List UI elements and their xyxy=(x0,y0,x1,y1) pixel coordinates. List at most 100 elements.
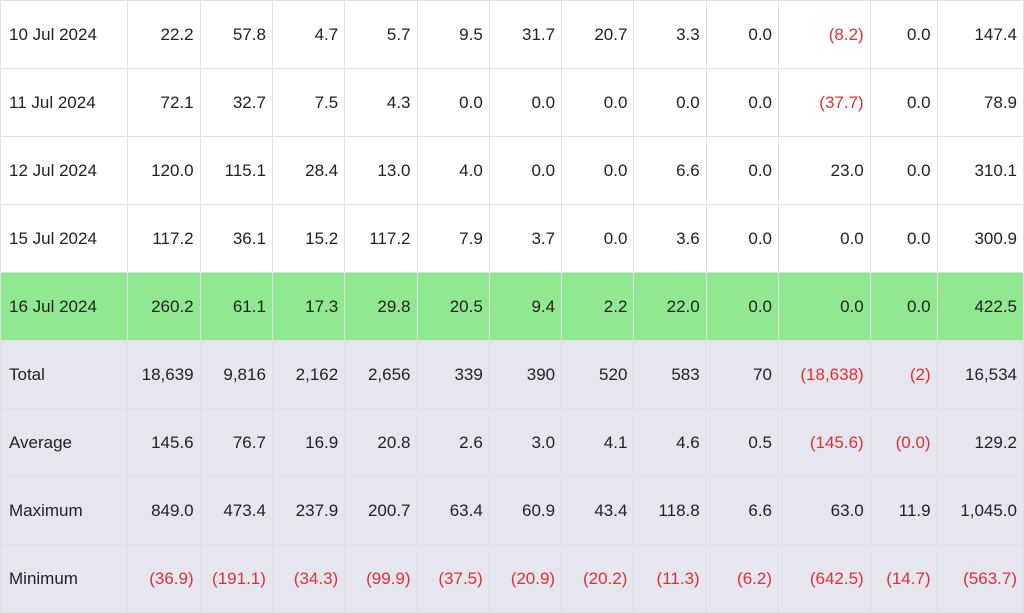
data-cell: 0.0 xyxy=(489,137,561,205)
data-cell: 0.0 xyxy=(562,69,634,137)
data-cell: 72.1 xyxy=(128,69,200,137)
data-cell: 63.4 xyxy=(417,477,489,545)
data-cell: (34.3) xyxy=(272,545,344,613)
data-cell: 0.0 xyxy=(562,205,634,273)
data-cell: 4.0 xyxy=(417,137,489,205)
data-cell: 7.9 xyxy=(417,205,489,273)
data-cell: 20.7 xyxy=(562,1,634,69)
data-cell: (18,638) xyxy=(779,341,871,409)
data-cell: 422.5 xyxy=(937,273,1023,341)
data-cell: 78.9 xyxy=(937,69,1023,137)
data-cell: 115.1 xyxy=(200,137,272,205)
data-cell: (191.1) xyxy=(200,545,272,613)
data-cell: 11.9 xyxy=(870,477,937,545)
data-cell: 3.6 xyxy=(634,205,706,273)
data-cell: 0.0 xyxy=(489,69,561,137)
data-cell: 0.0 xyxy=(870,1,937,69)
data-cell: 57.8 xyxy=(200,1,272,69)
data-cell: 16.9 xyxy=(272,409,344,477)
data-cell: (563.7) xyxy=(937,545,1023,613)
data-cell: 7.5 xyxy=(272,69,344,137)
data-cell: 117.2 xyxy=(345,205,417,273)
data-cell: (8.2) xyxy=(779,1,871,69)
data-cell: 16,534 xyxy=(937,341,1023,409)
data-cell: (0.0) xyxy=(870,409,937,477)
table-row: Total18,6399,8162,1622,65633939052058370… xyxy=(1,341,1024,409)
data-cell: 300.9 xyxy=(937,205,1023,273)
data-cell: 0.0 xyxy=(417,69,489,137)
data-cell: 583 xyxy=(634,341,706,409)
data-cell: (6.2) xyxy=(706,545,778,613)
data-cell: 473.4 xyxy=(200,477,272,545)
data-table: 10 Jul 202422.257.84.75.79.531.720.73.30… xyxy=(0,0,1024,613)
data-cell: 0.0 xyxy=(779,273,871,341)
data-cell: 22.0 xyxy=(634,273,706,341)
data-cell: 9.4 xyxy=(489,273,561,341)
table-row: 12 Jul 2024120.0115.128.413.04.00.00.06.… xyxy=(1,137,1024,205)
data-cell: 2,162 xyxy=(272,341,344,409)
data-cell: (20.9) xyxy=(489,545,561,613)
table-row: Minimum(36.9)(191.1)(34.3)(99.9)(37.5)(2… xyxy=(1,545,1024,613)
data-cell: 2.6 xyxy=(417,409,489,477)
data-cell: 1,045.0 xyxy=(937,477,1023,545)
data-cell: 4.3 xyxy=(345,69,417,137)
data-cell: 6.6 xyxy=(706,477,778,545)
data-cell: 43.4 xyxy=(562,477,634,545)
data-cell: 22.2 xyxy=(128,1,200,69)
data-cell: 60.9 xyxy=(489,477,561,545)
data-cell: 4.1 xyxy=(562,409,634,477)
data-cell: (11.3) xyxy=(634,545,706,613)
data-cell: 0.0 xyxy=(706,1,778,69)
data-cell: 849.0 xyxy=(128,477,200,545)
data-cell: 9.5 xyxy=(417,1,489,69)
data-cell: 20.8 xyxy=(345,409,417,477)
table-row: 15 Jul 2024117.236.115.2117.27.93.70.03.… xyxy=(1,205,1024,273)
row-label: 12 Jul 2024 xyxy=(1,137,128,205)
data-cell: 76.7 xyxy=(200,409,272,477)
data-cell: 120.0 xyxy=(128,137,200,205)
data-cell: 237.9 xyxy=(272,477,344,545)
data-cell: 4.6 xyxy=(634,409,706,477)
data-cell: 0.0 xyxy=(634,69,706,137)
data-cell: 4.7 xyxy=(272,1,344,69)
data-cell: 0.0 xyxy=(870,69,937,137)
data-cell: (20.2) xyxy=(562,545,634,613)
data-cell: 2,656 xyxy=(345,341,417,409)
table-row: Average145.676.716.920.82.63.04.14.60.5(… xyxy=(1,409,1024,477)
data-cell: 13.0 xyxy=(345,137,417,205)
data-cell: 0.0 xyxy=(706,205,778,273)
data-cell: 145.6 xyxy=(128,409,200,477)
data-cell: 200.7 xyxy=(345,477,417,545)
data-cell: 31.7 xyxy=(489,1,561,69)
data-cell: 0.0 xyxy=(870,205,937,273)
data-cell: 0.0 xyxy=(562,137,634,205)
data-cell: 0.0 xyxy=(706,69,778,137)
data-cell: (145.6) xyxy=(779,409,871,477)
row-label: 15 Jul 2024 xyxy=(1,205,128,273)
data-cell: 6.6 xyxy=(634,137,706,205)
data-cell: 3.3 xyxy=(634,1,706,69)
data-cell: 0.0 xyxy=(706,137,778,205)
data-cell: 5.7 xyxy=(345,1,417,69)
data-cell: 0.5 xyxy=(706,409,778,477)
table-row: 11 Jul 202472.132.77.54.30.00.00.00.00.0… xyxy=(1,69,1024,137)
table-row: 16 Jul 2024260.261.117.329.820.59.42.222… xyxy=(1,273,1024,341)
row-label: Total xyxy=(1,341,128,409)
table-row: Maximum849.0473.4237.9200.763.460.943.41… xyxy=(1,477,1024,545)
data-cell: (37.7) xyxy=(779,69,871,137)
data-cell: 61.1 xyxy=(200,273,272,341)
data-cell: 23.0 xyxy=(779,137,871,205)
data-cell: 15.2 xyxy=(272,205,344,273)
data-cell: (14.7) xyxy=(870,545,937,613)
data-cell: 29.8 xyxy=(345,273,417,341)
data-cell: 3.0 xyxy=(489,409,561,477)
data-cell: (99.9) xyxy=(345,545,417,613)
data-cell: 63.0 xyxy=(779,477,871,545)
data-cell: 0.0 xyxy=(870,273,937,341)
data-cell: 0.0 xyxy=(779,205,871,273)
data-cell: 18,639 xyxy=(128,341,200,409)
data-cell: 520 xyxy=(562,341,634,409)
data-cell: 9,816 xyxy=(200,341,272,409)
row-label: 16 Jul 2024 xyxy=(1,273,128,341)
row-label: Average xyxy=(1,409,128,477)
